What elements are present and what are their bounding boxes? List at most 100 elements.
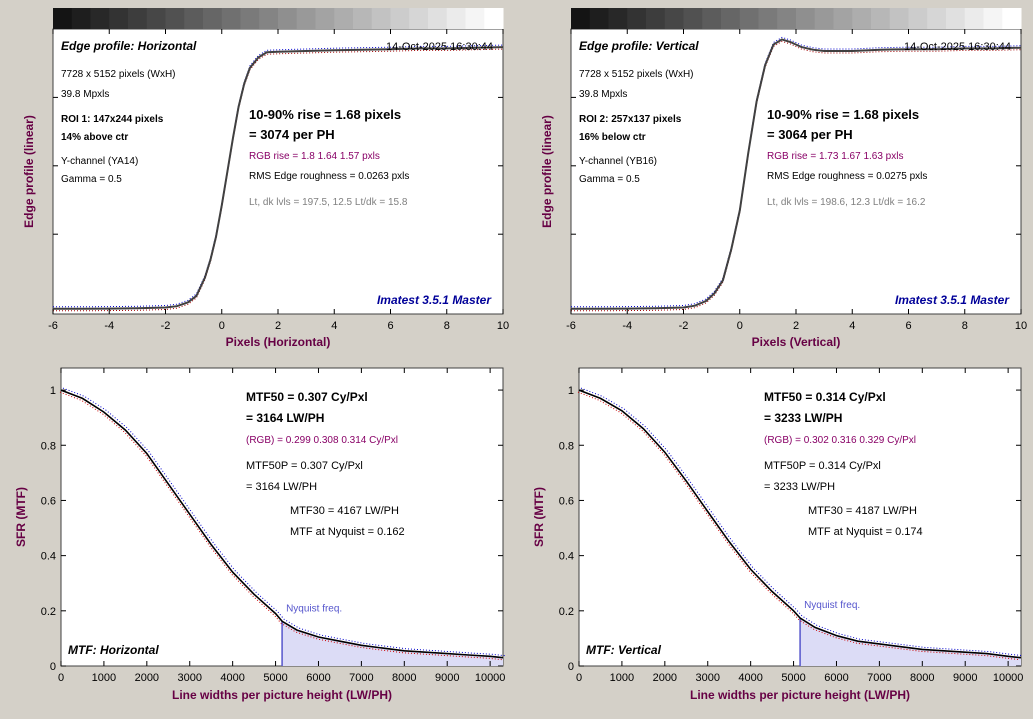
beyond-nyquist-fill: [800, 618, 1021, 666]
roi-position: 16% below ctr: [579, 132, 646, 143]
gamma: Gamma = 0.5: [61, 174, 122, 185]
gray-step: [146, 8, 166, 29]
gray-step: [484, 8, 504, 29]
gray-step: [983, 8, 1003, 29]
gray-step: [571, 8, 591, 29]
mtf30-value: MTF30 = 4187 LW/PH: [808, 505, 917, 517]
mtf30-value: MTF30 = 4167 LW/PH: [290, 505, 399, 517]
panel-title: MTF: Vertical: [586, 643, 662, 657]
x-axis-label: Pixels (Horizontal): [226, 335, 331, 349]
mtf-at-nyquist: MTF at Nyquist = 0.174: [808, 526, 923, 538]
mtf-curve-red: [577, 391, 1021, 661]
roi-size: ROI 2: 257x137 pixels: [579, 114, 682, 125]
edge-curve: [571, 38, 1022, 310]
x-tick-label: 0: [576, 672, 582, 684]
x-tick-label: 7000: [867, 672, 891, 684]
x-tick-label: 3000: [695, 672, 719, 684]
gray-step: [946, 8, 966, 29]
x-tick-label: 0: [58, 672, 64, 684]
x-axis-label: Line widths per picture height (LW/PH): [690, 688, 910, 702]
mtf-curve-blue: [580, 387, 1024, 657]
y-axis-label: Edge profile (linear): [540, 115, 554, 228]
edge-roughness: RMS Edge roughness = 0.0263 pxls: [249, 171, 409, 182]
megapixels: 39.8 Mpxls: [61, 89, 109, 100]
x-tick-label: 9000: [953, 672, 977, 684]
gray-step: [446, 8, 466, 29]
gray-step: [71, 8, 91, 29]
gray-step: [128, 8, 148, 29]
panel-title: Edge profile: Vertical: [579, 39, 699, 53]
mtf50p-lwph: = 3233 LW/PH: [764, 481, 835, 493]
nyquist-label: Nyquist freq.: [286, 603, 342, 614]
mtf50-rgb: (RGB) = 0.302 0.316 0.329 Cy/Pxl: [764, 435, 916, 446]
y-axis-label: Edge profile (linear): [22, 115, 36, 228]
gray-step: [889, 8, 909, 29]
megapixels: 39.8 Mpxls: [579, 89, 627, 100]
x-tick-label: 6000: [824, 672, 848, 684]
y-tick-label: 0.8: [559, 440, 574, 452]
y-tick-label: 1: [568, 385, 574, 397]
x-tick-label: 2: [275, 320, 281, 332]
mtf50-lwph: = 3233 LW/PH: [764, 411, 842, 425]
image-size: 7728 x 5152 pixels (WxH): [579, 69, 694, 80]
gray-step: [627, 8, 647, 29]
gray-step: [683, 8, 703, 29]
gray-step: [109, 8, 129, 29]
roi-position: 14% above ctr: [61, 132, 128, 143]
gray-step: [1002, 8, 1022, 29]
x-tick-label: 10000: [993, 672, 1024, 684]
timestamp: 14-Oct-2025 16:30:44: [904, 41, 1011, 53]
gray-step: [371, 8, 391, 29]
mtf-curve: [60, 389, 504, 659]
gray-step: [758, 8, 778, 29]
gray-step: [296, 8, 316, 29]
plot-area: [578, 367, 1022, 667]
edge-curve: [53, 46, 504, 310]
x-tick-label: 3000: [177, 672, 201, 684]
x-tick-label: 8000: [910, 672, 934, 684]
gray-step: [184, 8, 204, 29]
gray-step: [796, 8, 816, 29]
gray-step: [409, 8, 429, 29]
gray-step: [589, 8, 609, 29]
x-tick-label: -6: [48, 320, 58, 332]
channel: Y-channel (YA14): [61, 156, 138, 167]
timestamp: 14-Oct-2025 16:30:44: [386, 41, 493, 53]
gray-step: [646, 8, 666, 29]
x-tick-label: -6: [566, 320, 576, 332]
chart-panel-2: Nyquist freq. 0 0.2 0.4 0.6 0.8 1 0 1000 2000 3000…: [14, 367, 505, 702]
gray-step: [664, 8, 684, 29]
y-tick-label: 0: [50, 661, 56, 673]
gray-step: [278, 8, 298, 29]
chart-panel-3: Nyquist freq. 0 0.2 0.4 0.6 0.8 1 0 1000 2000 3000…: [532, 367, 1024, 702]
gray-step: [608, 8, 628, 29]
rise-value: 10-90% rise = 1.68 pixels: [249, 107, 401, 122]
y-tick-label: 0.2: [41, 606, 56, 618]
x-axis-label: Pixels (Vertical): [752, 335, 841, 349]
roi-size: ROI 1: 147x244 pixels: [61, 114, 164, 125]
light-dark-levels: Lt, dk lvls = 197.5, 12.5 Lt/dk = 15.8: [249, 197, 408, 208]
x-tick-label: 1000: [610, 672, 634, 684]
chart-panel-0: Edge profile: Horizontal 14-Oct-2025 16:3…: [22, 8, 509, 349]
gray-step: [240, 8, 260, 29]
x-tick-label: 6000: [306, 672, 330, 684]
x-tick-label: 10: [1015, 320, 1027, 332]
x-tick-label: 2: [793, 320, 799, 332]
image-size: 7728 x 5152 pixels (WxH): [61, 69, 176, 80]
mtf50p-lwph: = 3164 LW/PH: [246, 481, 317, 493]
y-axis-label: SFR (MTF): [532, 487, 546, 547]
plot-area: [570, 28, 1022, 315]
y-tick-label: 0.4: [559, 551, 574, 563]
gray-step: [315, 8, 335, 29]
y-tick-label: 0.2: [559, 606, 574, 618]
rise-per-ph: = 3064 per PH: [767, 127, 853, 142]
gray-step: [814, 8, 834, 29]
gray-step: [964, 8, 984, 29]
gray-step: [739, 8, 759, 29]
nyquist-label: Nyquist freq.: [804, 600, 860, 611]
rgb-rise: RGB rise = 1.73 1.67 1.63 pxls: [767, 151, 903, 162]
y-axis-label: SFR (MTF): [14, 487, 28, 547]
mtf50p-value: MTF50P = 0.314 Cy/Pxl: [764, 460, 881, 472]
